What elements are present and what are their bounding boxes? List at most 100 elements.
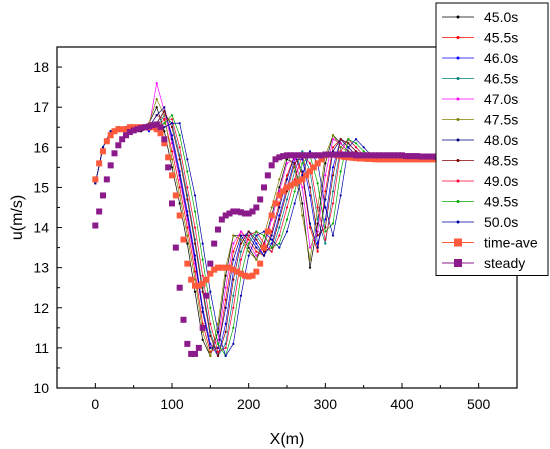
data-point (308, 150, 312, 153)
data-point (287, 182, 294, 189)
data-point (324, 190, 327, 193)
data-point (285, 174, 289, 177)
data-point (184, 340, 191, 347)
data-point (310, 152, 317, 159)
data-point (245, 210, 252, 217)
data-point (293, 190, 296, 193)
data-point (299, 152, 306, 159)
data-point (224, 306, 227, 309)
legend-entry: 48.5s (442, 153, 518, 169)
data-point (331, 134, 335, 137)
legend-label: 47.5s (484, 112, 518, 128)
data-point (270, 250, 273, 253)
series-line (94, 110, 448, 357)
data-point (395, 152, 402, 159)
data-point (232, 234, 235, 237)
data-point (232, 306, 235, 309)
legend-marker (456, 77, 460, 80)
legend-entry: steady (442, 255, 525, 271)
data-point (170, 138, 174, 141)
data-point (100, 192, 106, 199)
data-point (324, 242, 327, 245)
legend-entry: 47.0s (442, 91, 518, 107)
data-point (172, 244, 179, 251)
legend-label: 48.0s (484, 132, 518, 148)
data-point (157, 130, 164, 137)
data-point (331, 174, 335, 177)
data-point (324, 206, 327, 209)
data-point (379, 152, 386, 159)
data-point (270, 234, 273, 237)
data-point (180, 236, 187, 243)
data-point (399, 152, 405, 159)
data-point (285, 206, 289, 209)
data-point (247, 230, 250, 233)
data-point (115, 126, 122, 133)
data-point (331, 234, 335, 237)
data-point (418, 153, 425, 160)
data-point (262, 234, 266, 237)
data-point (285, 178, 289, 181)
data-point (178, 146, 181, 149)
x-tick-label: 100 (160, 396, 184, 412)
data-point (330, 151, 336, 158)
data-point (255, 258, 258, 261)
data-point (169, 200, 175, 207)
data-point (293, 162, 296, 165)
data-point (257, 196, 264, 203)
data-point (111, 128, 118, 135)
data-point (308, 222, 312, 225)
data-point (285, 218, 289, 221)
data-point (316, 218, 319, 221)
data-point (216, 322, 220, 325)
data-point (324, 218, 327, 221)
legend-label: 49.5s (484, 194, 518, 210)
y-tick-label: 11 (34, 340, 49, 356)
legend-marker (456, 56, 460, 60)
data-point (107, 162, 114, 169)
data-point (193, 290, 197, 293)
data-point (262, 254, 266, 257)
data-point (278, 242, 281, 245)
series-45-5s (94, 114, 450, 353)
data-point (226, 210, 233, 217)
data-point (339, 194, 342, 197)
data-point (107, 132, 114, 139)
data-point (119, 126, 126, 133)
axis-ticks: 0 100 200 300 400 500 10 11 12 13 14 15 16 17 18 (33, 59, 490, 412)
data-point (322, 151, 329, 158)
data-point (272, 156, 279, 163)
data-point (287, 152, 294, 159)
data-point (354, 138, 358, 141)
legend-entry: 50.0s (442, 214, 518, 230)
series-line (94, 110, 448, 357)
data-point (178, 194, 181, 197)
data-point (170, 126, 174, 129)
data-point (184, 260, 191, 267)
data-point (170, 150, 174, 153)
data-point (383, 156, 390, 163)
x-tick-label: 300 (314, 396, 338, 412)
data-point (170, 114, 174, 117)
data-point (186, 234, 189, 237)
data-point (284, 152, 290, 159)
y-tick-label: 17 (33, 99, 49, 115)
data-point (170, 122, 174, 125)
data-point (316, 234, 319, 237)
data-point (94, 182, 97, 185)
data-point (155, 106, 158, 109)
data-point (354, 142, 358, 145)
data-point (293, 158, 296, 161)
data-point (270, 238, 273, 241)
data-point (201, 330, 204, 333)
data-point (232, 250, 235, 253)
x-tick-label: 400 (390, 396, 414, 412)
data-point (247, 242, 250, 245)
data-point (278, 190, 281, 193)
data-point (293, 178, 296, 181)
data-point (387, 152, 394, 159)
data-point (262, 230, 266, 233)
y-tick-label: 16 (33, 139, 49, 155)
data-point (255, 246, 258, 249)
